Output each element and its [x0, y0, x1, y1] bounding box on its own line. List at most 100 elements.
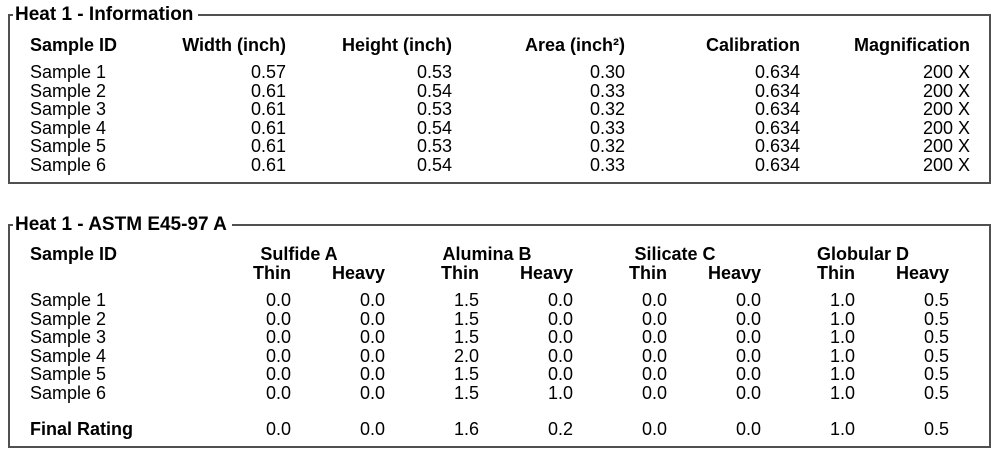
globular-heavy-cell: 0.5 — [924, 364, 950, 384]
final-globular-heavy: 0.5 — [924, 419, 950, 439]
alumina-heavy-cell: 0.0 — [547, 290, 574, 310]
sulfide-heavy-cell: 0.0 — [359, 308, 385, 329]
info-col-magnification: Magnification — [854, 35, 970, 55]
height-cell: 0.54 — [416, 117, 452, 138]
sample-id-cell: Sample 2 — [30, 308, 107, 329]
width-cell: 0.61 — [250, 154, 286, 175]
calibration-cell: 0.634 — [754, 62, 800, 82]
final-sulfide-thin: 0.0 — [265, 419, 291, 439]
spacer-cell — [949, 384, 987, 403]
sulfide-thin-cell: 0.0 — [265, 345, 291, 366]
globular-heavy-cell: 0.5 — [924, 345, 950, 366]
alumina-thin-cell: 1.5 — [453, 327, 479, 347]
sample-id-cell: Sample 4 — [30, 117, 107, 138]
info-table-row: Sample 2 0.61 0.54 0.33 0.634 200 X — [10, 80, 987, 101]
astm-table-row: Sample 1 0.0 0.0 1.5 0.0 0.0 0.0 1.0 0.5 — [10, 291, 987, 310]
silicate-heavy-cell: 0.0 — [736, 382, 762, 403]
sulfide-heavy-cell: 0.0 — [359, 345, 385, 366]
silicate-heavy-cell: 0.0 — [736, 308, 762, 329]
sulfide-thin-cell: 0.0 — [265, 327, 291, 347]
final-silicate-heavy: 0.0 — [736, 419, 762, 439]
calibration-cell: 0.634 — [754, 136, 800, 156]
sulfide-heavy-cell: 0.0 — [359, 290, 385, 310]
sample-id-cell: Sample 3 — [30, 327, 107, 347]
astm-sub-spacer — [949, 264, 987, 283]
sulfide-thin-cell: 0.0 — [265, 364, 291, 384]
width-cell: 0.61 — [250, 117, 286, 138]
astm-group-silicate: Silicate C — [634, 244, 716, 264]
silicate-thin-cell: 0.0 — [641, 382, 668, 403]
alumina-thin-header: Thin — [441, 262, 479, 283]
silicate-heavy-cell: 0.0 — [736, 290, 762, 310]
globular-heavy-cell: 0.5 — [924, 308, 950, 329]
spacer-cell — [949, 365, 987, 384]
magnification-cell: 200 X — [922, 117, 970, 138]
globular-thin-cell: 1.0 — [830, 308, 856, 329]
spacer-cell — [949, 347, 987, 366]
width-cell: 0.61 — [250, 136, 286, 156]
spacer-cell — [970, 137, 987, 156]
calibration-cell: 0.634 — [754, 117, 800, 138]
spacer-cell — [970, 82, 987, 101]
alumina-thin-cell: 2.0 — [453, 345, 479, 366]
astm-table-row: Sample 4 0.0 0.0 2.0 0.0 0.0 0.0 1.0 0.5 — [10, 345, 987, 366]
spacer-cell — [970, 100, 987, 119]
spacer-cell — [970, 63, 987, 82]
info-col-sample-id: Sample ID — [30, 35, 118, 55]
silicate-thin-cell: 0.0 — [641, 364, 668, 384]
sample-id-cell: Sample 5 — [30, 136, 107, 156]
globular-heavy-cell: 0.5 — [924, 382, 950, 403]
info-col-height: Height (inch) — [342, 35, 452, 55]
globular-thin-cell: 1.0 — [830, 364, 856, 384]
height-cell: 0.54 — [416, 154, 452, 175]
globular-thin-cell: 1.0 — [830, 327, 856, 347]
calibration-cell: 0.634 — [754, 80, 800, 101]
sulfide-heavy-cell: 0.0 — [359, 364, 385, 384]
astm-group-globular: Globular D — [817, 244, 910, 264]
final-sulfide-heavy: 0.0 — [359, 419, 385, 439]
astm-groupbox: Heat 1 - ASTM E45-97 A Sample ID Sulfide… — [8, 214, 991, 448]
sample-id-cell: Sample 1 — [30, 290, 107, 310]
sample-id-cell: Sample 6 — [30, 382, 107, 403]
sample-id-cell: Sample 6 — [30, 154, 107, 175]
sulfide-heavy-header: Heavy — [331, 262, 385, 283]
info-table: Sample ID Width (inch) Height (inch) Are… — [10, 36, 987, 174]
height-cell: 0.53 — [416, 99, 452, 119]
silicate-heavy-cell: 0.0 — [736, 345, 762, 366]
final-silicate-thin: 0.0 — [641, 419, 668, 439]
info-table-row: Sample 6 0.61 0.54 0.33 0.634 200 X — [10, 154, 987, 175]
alumina-heavy-cell: 0.0 — [547, 345, 574, 366]
spacer-cell — [949, 328, 987, 347]
magnification-cell: 200 X — [922, 136, 970, 156]
area-cell: 0.32 — [589, 99, 625, 119]
final-alumina-thin: 1.6 — [453, 419, 479, 439]
info-header-row: Sample ID Width (inch) Height (inch) Are… — [10, 36, 987, 63]
alumina-heavy-cell: 0.0 — [547, 308, 574, 329]
magnification-cell: 200 X — [922, 62, 970, 82]
spacer-cell — [970, 119, 987, 138]
info-table-row: Sample 5 0.61 0.53 0.32 0.634 200 X — [10, 137, 987, 156]
astm-col-sample-id: Sample ID — [30, 244, 118, 264]
info-table-row: Sample 4 0.61 0.54 0.33 0.634 200 X — [10, 117, 987, 138]
astm-groupbox-title: Heat 1 - ASTM E45-97 A — [13, 214, 232, 235]
sample-id-cell: Sample 2 — [30, 80, 107, 101]
globular-heavy-cell: 0.5 — [924, 327, 950, 347]
astm-table-row: Sample 2 0.0 0.0 1.5 0.0 0.0 0.0 1.0 0.5 — [10, 308, 987, 329]
area-cell: 0.32 — [589, 136, 625, 156]
silicate-heavy-cell: 0.0 — [736, 327, 762, 347]
silicate-thin-cell: 0.0 — [641, 290, 668, 310]
astm-sub-header-row: Thin Heavy Thin Heavy Thin Heavy Thin He… — [10, 262, 987, 283]
width-cell: 0.57 — [250, 62, 286, 82]
astm-group-alumina: Alumina B — [442, 244, 532, 264]
info-col-width: Width (inch) — [182, 35, 286, 55]
height-cell: 0.53 — [416, 62, 452, 82]
area-cell: 0.30 — [589, 62, 625, 82]
height-cell: 0.54 — [416, 80, 452, 101]
calibration-cell: 0.634 — [754, 99, 800, 119]
astm-group-sulfide: Sulfide A — [260, 244, 338, 264]
info-col-area: Area (inch²) — [524, 35, 625, 55]
globular-thin-header: Thin — [817, 262, 856, 283]
info-col-calibration: Calibration — [705, 35, 800, 55]
alumina-thin-cell: 1.5 — [453, 290, 479, 310]
sulfide-heavy-cell: 0.0 — [359, 382, 385, 403]
